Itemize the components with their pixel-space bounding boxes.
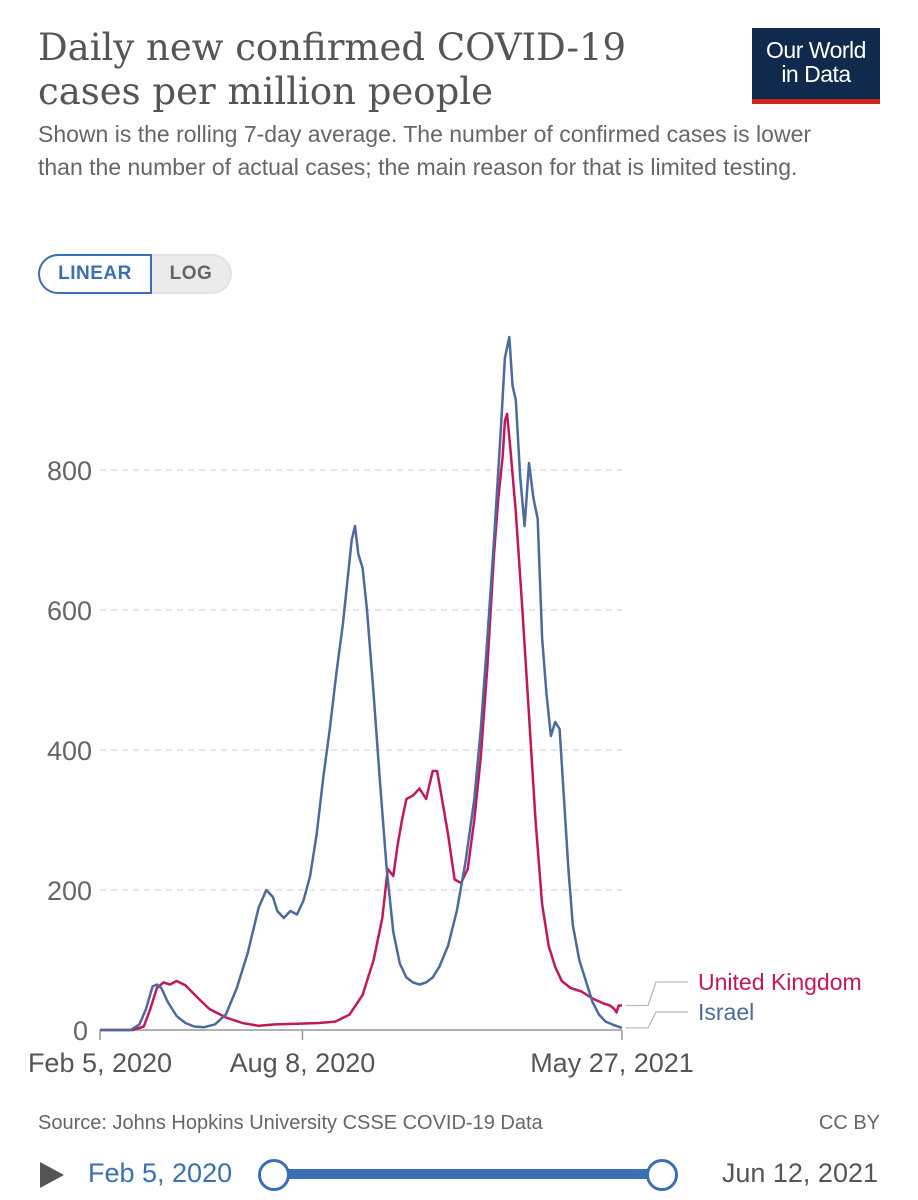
- logo-line-2: in Data: [781, 61, 851, 87]
- timeline-end-handle[interactable]: [646, 1159, 678, 1191]
- legend-label[interactable]: United Kingdom: [698, 969, 862, 995]
- y-tick-label: 200: [47, 876, 92, 906]
- y-tick-label: 400: [47, 736, 92, 766]
- series-lines: [100, 335, 623, 1032]
- timeline-slider: Feb 5, 2020 Jun 12, 2021: [0, 1150, 918, 1200]
- timeline-start-handle[interactable]: [258, 1159, 290, 1191]
- y-tick-label: 800: [47, 456, 92, 486]
- x-axis: Feb 5, 2020 Aug 8, 2020 May 27, 2021: [28, 1029, 694, 1078]
- linear-scale-button[interactable]: LINEAR: [38, 254, 152, 294]
- license-link[interactable]: CC BY: [818, 1112, 880, 1134]
- line-chart: 0 200 400 600 800 Feb 5, 2020 Aug 8, 2020 May …: [28, 335, 862, 1078]
- series-line-united-kingdom[interactable]: [100, 412, 622, 1032]
- legend-label[interactable]: Israel: [698, 999, 754, 1025]
- y-axis-ticks: 0 200 400 600 800: [47, 456, 92, 1046]
- source-note[interactable]: Source: Johns Hopkins University CSSE CO…: [38, 1112, 543, 1134]
- series-line-israel[interactable]: [100, 335, 623, 1032]
- x-tick-label: Feb 5, 2020: [28, 1048, 172, 1078]
- x-tick-label: Aug 8, 2020: [230, 1048, 376, 1078]
- logo-line-1: Our World: [766, 37, 866, 63]
- y-tick-label: 600: [47, 596, 92, 626]
- legend-connector: [626, 981, 688, 1007]
- y-gridlines: [100, 469, 622, 891]
- chart-subtitle: Shown is the rolling 7-day average. The …: [38, 121, 812, 180]
- timeline-track[interactable]: [274, 1169, 662, 1179]
- timeline-end-date[interactable]: Jun 12, 2021: [721, 1158, 878, 1188]
- x-tick-label: May 27, 2021: [530, 1048, 694, 1078]
- chart-title: Daily new confirmed COVID-19 cases per m…: [38, 26, 627, 113]
- legend: United Kingdom Israel: [626, 969, 862, 1029]
- legend-connector: [626, 1011, 688, 1029]
- scale-toggle: LINEAR LOG: [38, 254, 232, 294]
- owid-logo[interactable]: Our World in Data: [752, 28, 880, 104]
- play-icon[interactable]: [40, 1162, 64, 1188]
- log-scale-button[interactable]: LOG: [152, 254, 232, 294]
- y-tick-label: 0: [73, 1016, 88, 1046]
- timeline-start-date[interactable]: Feb 5, 2020: [88, 1158, 233, 1188]
